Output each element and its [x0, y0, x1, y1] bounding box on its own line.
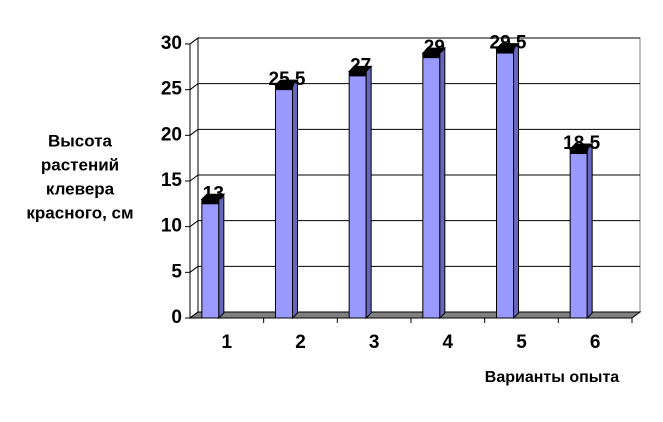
- bar-front: [348, 70, 367, 319]
- y-axis-label: клевера: [46, 179, 115, 198]
- bar: [495, 42, 520, 320]
- bar-side: [292, 78, 298, 320]
- y-tick-label: 5: [171, 261, 182, 282]
- bar: [200, 193, 226, 320]
- bar: [421, 46, 447, 320]
- bar-cap: [570, 149, 588, 155]
- y-tick-label: 30: [161, 33, 182, 54]
- y-axis-label: Высота: [48, 131, 113, 150]
- bar-cap: [201, 199, 219, 205]
- y-tick-label: 10: [161, 216, 182, 237]
- bar-cap: [275, 85, 293, 91]
- data-label: 18,5: [563, 133, 600, 154]
- grid-line: [189, 174, 199, 182]
- y-tick-label: 0: [171, 307, 182, 328]
- x-tick-label: 4: [443, 332, 454, 353]
- data-label: 25,5: [269, 69, 306, 90]
- x-tick-label: 1: [222, 332, 233, 353]
- bar-cap: [349, 71, 367, 77]
- bar: [568, 142, 594, 320]
- grid-line: [189, 220, 199, 228]
- bar: [274, 78, 299, 320]
- bar-cap: [422, 53, 440, 59]
- x-tick-label: 2: [295, 332, 306, 353]
- y-tick-label: 15: [161, 170, 183, 191]
- x-tick-label: 5: [516, 332, 527, 353]
- bar-side: [513, 42, 519, 320]
- y-axis-label: растений: [41, 155, 119, 174]
- bar-front: [201, 198, 220, 319]
- data-label: 27: [350, 55, 371, 76]
- bar-cap: [496, 48, 514, 54]
- grid-line: [189, 83, 199, 91]
- x-tick-label: 3: [369, 332, 380, 353]
- bar-side: [586, 142, 593, 320]
- bar-side: [439, 46, 446, 320]
- x-tick-label: 6: [590, 332, 601, 353]
- bar-front: [275, 84, 293, 319]
- grid-line: [189, 37, 199, 45]
- data-label: 29,5: [490, 33, 527, 54]
- grid-line: [189, 265, 199, 273]
- bar-front: [569, 148, 588, 319]
- grid-line: [189, 311, 199, 319]
- y-tick-label: 25: [161, 79, 183, 100]
- data-label: 13: [203, 183, 224, 204]
- y-tick-label: 20: [161, 124, 182, 145]
- bar: [347, 65, 373, 320]
- bar-front: [496, 48, 514, 319]
- y-axis-label: красного, см: [26, 203, 133, 222]
- bar-side: [218, 193, 225, 320]
- grid-line: [189, 128, 199, 136]
- bar-side: [365, 65, 372, 320]
- x-axis-label: Варианты опыта: [485, 369, 620, 386]
- data-label: 29: [424, 37, 445, 58]
- bar-front: [422, 52, 441, 319]
